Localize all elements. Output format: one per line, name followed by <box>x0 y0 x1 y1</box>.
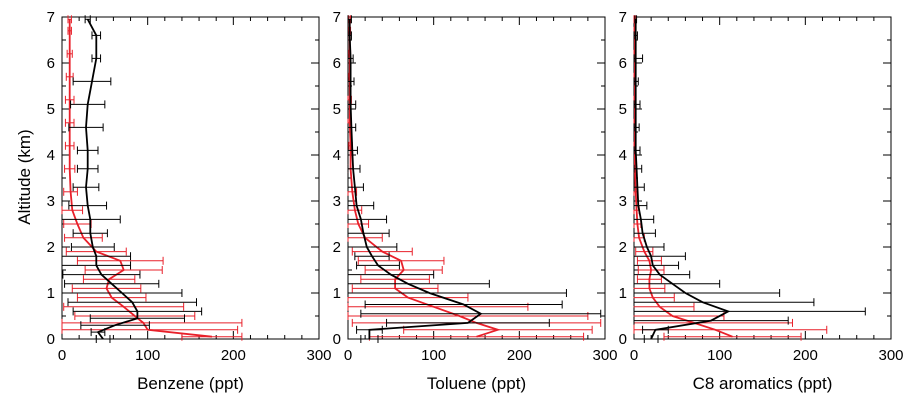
panel-2: 0 100 200 300 0 1 2 3 4 5 6 7 Toluene (ppt) <box>333 9 618 393</box>
y-tick-label: 7 <box>619 9 627 26</box>
series-2 <box>61 15 243 341</box>
series-line <box>634 19 731 340</box>
series-2 <box>347 15 602 341</box>
y-tick-label: 1 <box>47 285 55 302</box>
y-tick-label: 7 <box>333 9 341 26</box>
x-axis-label: Benzene (ppt) <box>137 374 244 393</box>
x-tick-label: 300 <box>592 347 617 364</box>
y-tick-label: 0 <box>333 331 341 348</box>
x-tick-label: 100 <box>707 347 732 364</box>
y-tick-label: 2 <box>619 239 627 256</box>
y-tick-label: 4 <box>47 147 55 164</box>
x-tick-label: 200 <box>793 347 818 364</box>
y-tick-label: 0 <box>47 331 55 348</box>
series-1 <box>347 15 602 343</box>
series-line <box>634 19 733 338</box>
plot-frame <box>633 16 892 340</box>
y-tick-label: 1 <box>619 285 627 302</box>
series-1 <box>61 15 203 343</box>
y-tick-label: 6 <box>333 55 341 72</box>
series-line <box>348 19 483 339</box>
y-tick-label: 2 <box>47 239 55 256</box>
y-tick-label: 4 <box>333 147 341 164</box>
plot-frame <box>61 16 320 340</box>
series-line <box>68 19 212 338</box>
x-tick-label: 300 <box>306 347 331 364</box>
x-tick-label: 300 <box>878 347 903 364</box>
y-tick-label: 6 <box>619 55 627 72</box>
y-tick-label: 5 <box>47 101 55 118</box>
panel-1: 0 100 200 300 0 1 2 3 4 5 6 7 Benzene (ppt) <box>47 9 332 393</box>
y-tick-label: 7 <box>47 9 55 26</box>
y-tick-label: 4 <box>619 147 627 164</box>
series-line <box>85 18 139 340</box>
series-1 <box>633 15 866 343</box>
series-2 <box>633 15 828 341</box>
x-axis-label: Toluene (ppt) <box>427 374 526 393</box>
y-tick-label: 3 <box>333 193 341 210</box>
y-tick-label: 5 <box>333 101 341 118</box>
x-tick-label: 0 <box>344 347 352 364</box>
y-tick-label: 3 <box>619 193 627 210</box>
y-tick-label: 1 <box>333 285 341 302</box>
x-tick-label: 200 <box>221 347 246 364</box>
panel-3: 0 100 200 300 0 1 2 3 4 5 6 7 C8 aromatics (ppt) <box>619 9 904 393</box>
x-axis-label: C8 aromatics (ppt) <box>693 374 833 393</box>
y-tick-label: 0 <box>619 331 627 348</box>
x-tick-label: 100 <box>135 347 160 364</box>
y-axis-label: Altitude (km) <box>15 129 34 224</box>
y-tick-label: 6 <box>47 55 55 72</box>
x-tick-label: 0 <box>58 347 66 364</box>
series-line <box>348 19 501 338</box>
y-tick-label: 5 <box>619 101 627 118</box>
x-tick-label: 0 <box>630 347 638 364</box>
y-tick-label: 3 <box>47 193 55 210</box>
y-tick-label: 2 <box>333 239 341 256</box>
x-tick-label: 200 <box>507 347 532 364</box>
x-tick-label: 100 <box>421 347 446 364</box>
